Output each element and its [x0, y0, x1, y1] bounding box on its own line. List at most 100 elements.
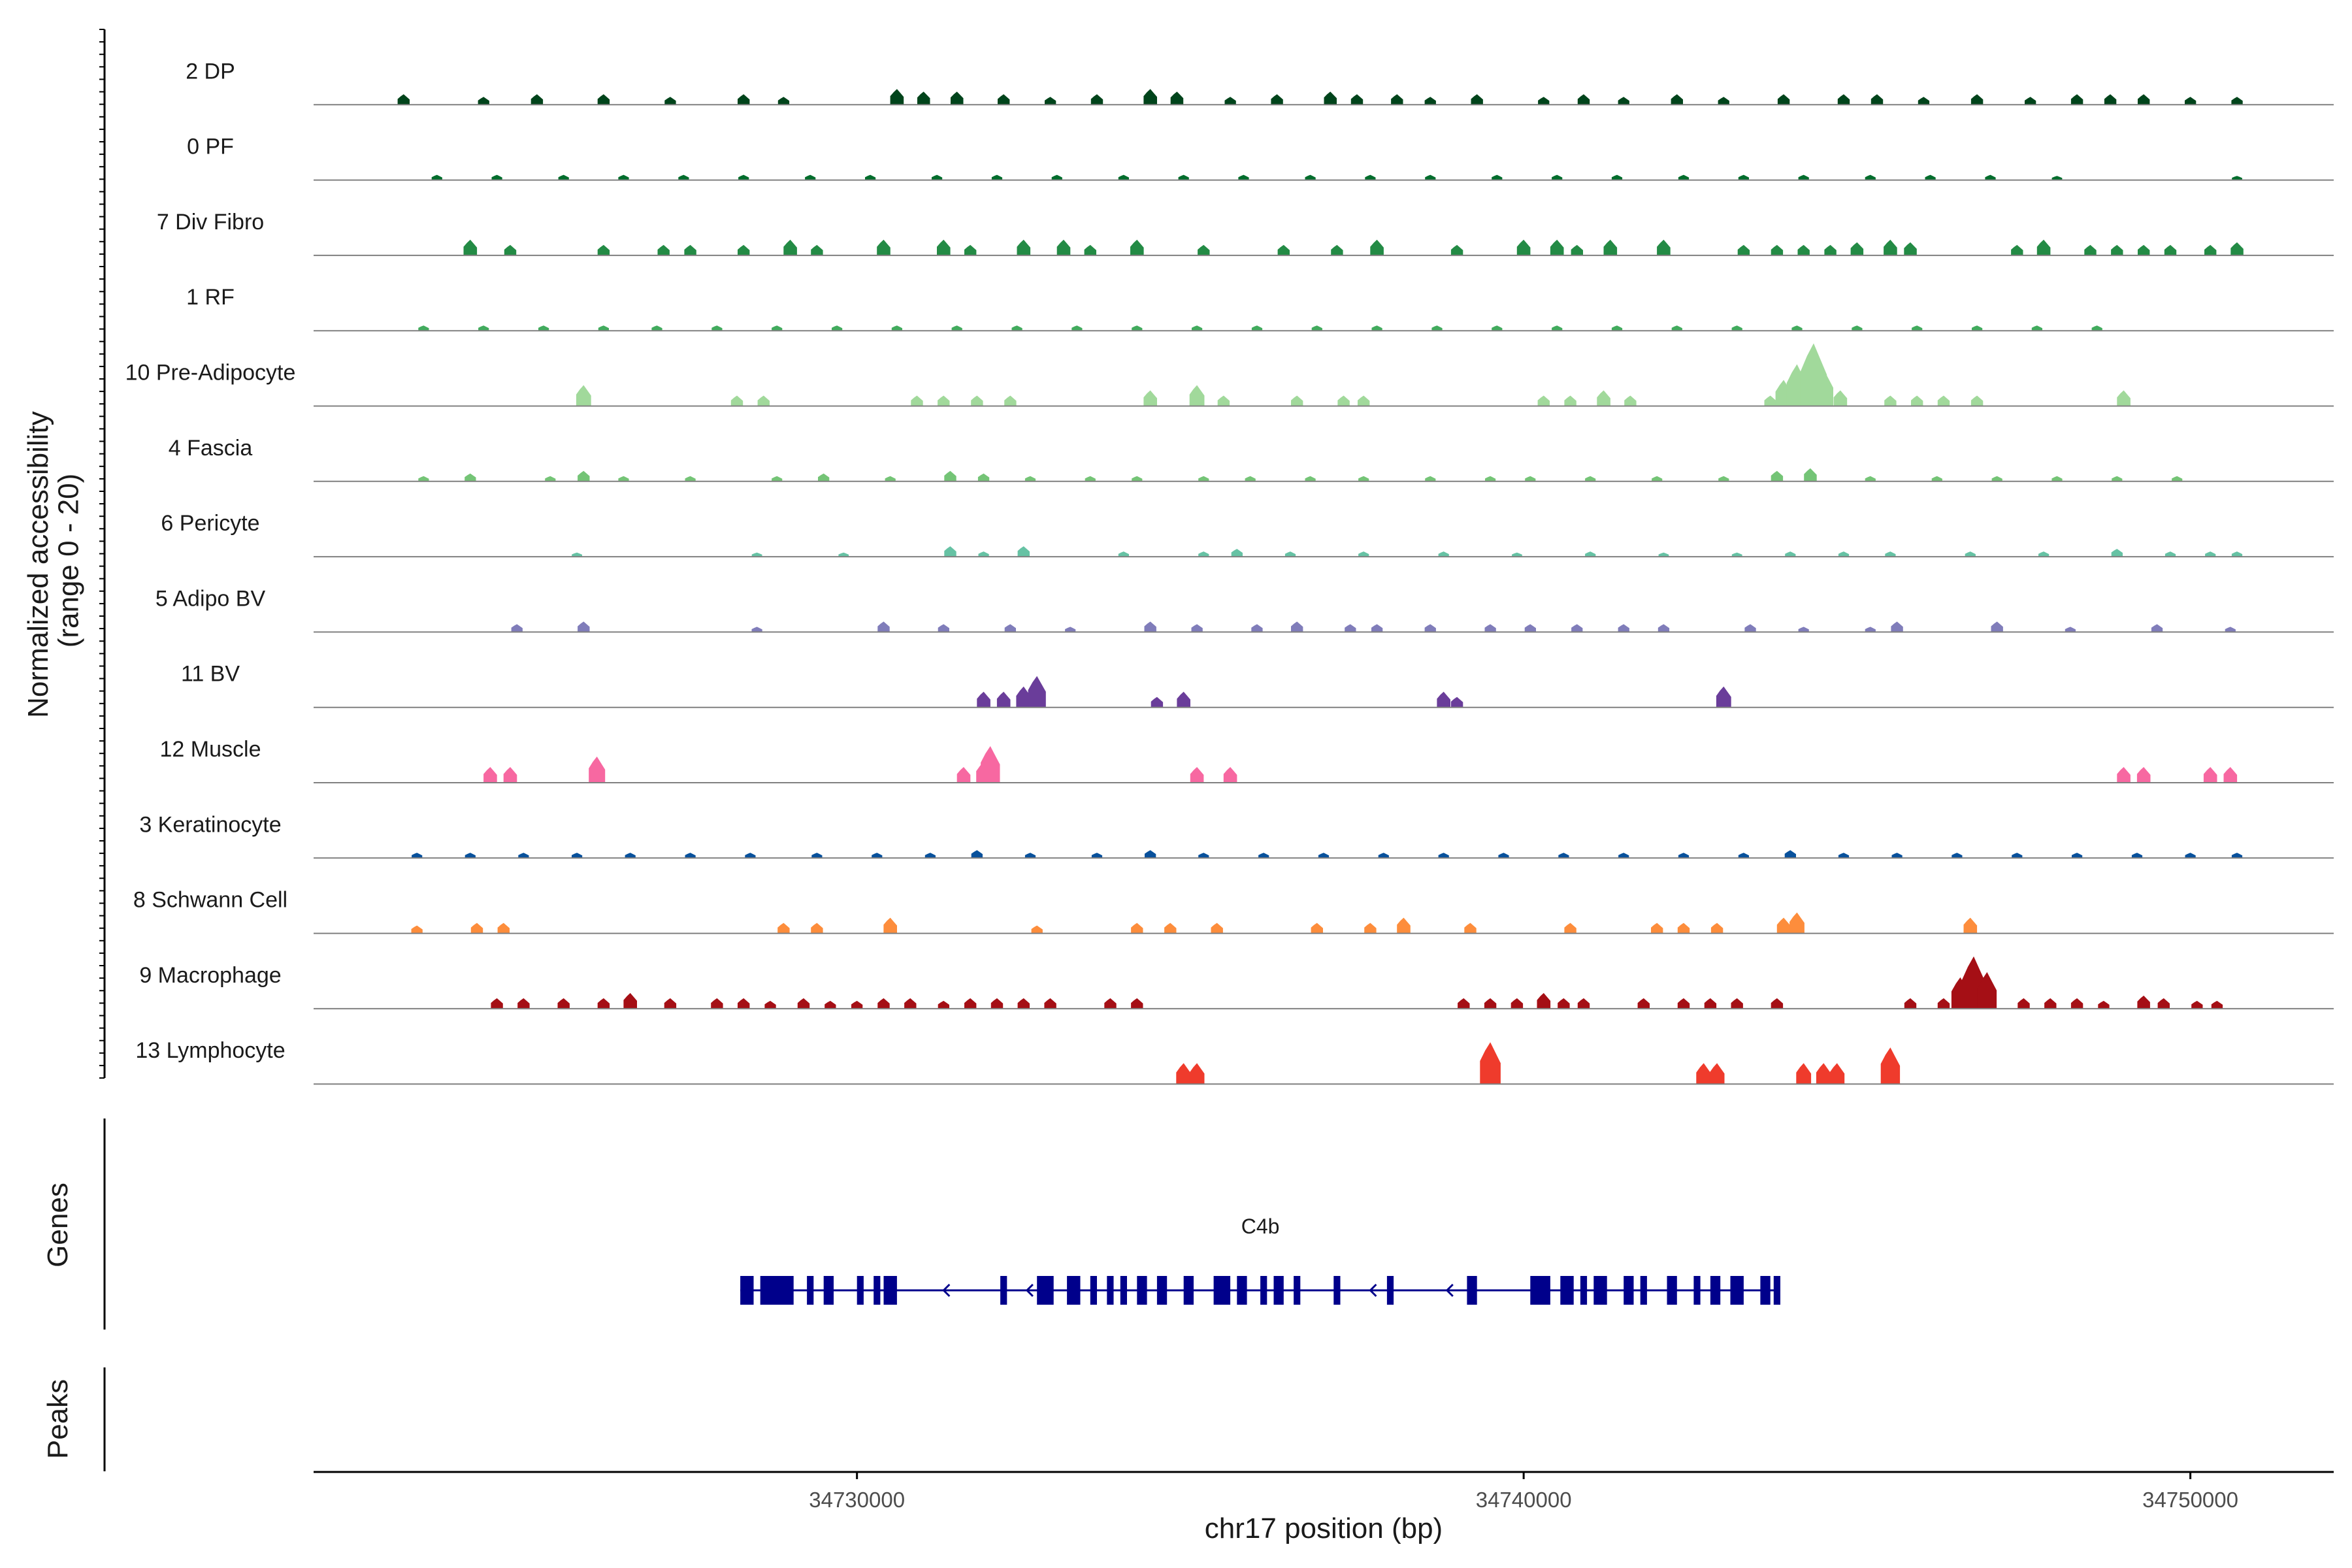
coverage-peak: [572, 853, 583, 858]
coverage-peak: [478, 325, 489, 331]
coverage-peak: [2112, 476, 2123, 482]
coverage-peak: [1904, 242, 1917, 255]
coverage-peak: [1017, 998, 1030, 1009]
track-0-pf: 0 PF: [187, 135, 2334, 181]
coverage-peak: [1118, 174, 1129, 180]
coverage-peak: [2157, 998, 2170, 1009]
coverage-peak: [1258, 853, 1269, 858]
coverage-peak: [890, 89, 904, 105]
coverage-peak: [1238, 174, 1249, 180]
track-6-pericyte: 6 Pericyte: [161, 511, 2334, 558]
coverage-peak: [1884, 395, 1897, 406]
coverage-peak: [578, 621, 590, 632]
coverage-peak: [1965, 551, 1976, 557]
gene-exon: [1237, 1276, 1247, 1305]
coverage-peak: [1492, 325, 1503, 331]
coverage-peak: [576, 385, 591, 406]
gene-exon: [1213, 1276, 1231, 1305]
coverage-peak: [2185, 97, 2197, 105]
coverage-peak: [1937, 998, 1950, 1009]
coverage-peak: [1371, 624, 1383, 632]
coverage-peak: [538, 325, 549, 331]
coverage-peak: [465, 473, 476, 482]
coverage-peak: [1251, 624, 1263, 632]
track-12-muscle: 12 Muscle: [160, 737, 2334, 783]
coverage-peak: [885, 476, 896, 482]
gene-exon: [1667, 1276, 1677, 1305]
coverage-peak: [1437, 691, 1450, 708]
coverage-peak: [2136, 767, 2151, 783]
coverage-peak: [1492, 174, 1503, 180]
coverage-peak: [751, 552, 762, 557]
coverage-peak: [1658, 552, 1669, 557]
gene-exon: [1530, 1276, 1550, 1305]
coverage-peak: [1776, 917, 1791, 934]
coverage-peak: [818, 473, 830, 482]
coverage-peak: [1524, 624, 1536, 632]
track-10-pre-adipocyte: 10 Pre-Adipocyte: [125, 343, 2334, 407]
coverage-peak: [1144, 621, 1156, 632]
coverage-peak: [418, 325, 429, 331]
coverage-peak: [2205, 551, 2216, 557]
coverage-peak: [1891, 621, 1903, 632]
coverage-peak: [1164, 923, 1177, 934]
coverage-peak: [1223, 767, 1237, 783]
y-axis-title-line-2: (range 0 - 20): [52, 474, 84, 648]
coverage-peak: [865, 174, 876, 180]
coverage-peak: [2231, 97, 2243, 105]
coverage-peak: [971, 395, 983, 406]
coverage-peak: [2111, 244, 2123, 255]
coverage-peak: [1977, 972, 1997, 1009]
coverage-peak: [664, 97, 676, 105]
coverage-peak: [572, 552, 582, 557]
coverage-peak: [2138, 244, 2150, 255]
coverage-peak: [478, 97, 489, 105]
coverage-peak: [783, 239, 797, 255]
coverage-peak: [1132, 476, 1143, 482]
coverage-peak: [730, 395, 743, 406]
coverage-peak: [465, 853, 476, 858]
coverage-peak: [772, 476, 783, 482]
coverage-peak: [1785, 551, 1796, 557]
coverage-peak: [1318, 853, 1330, 858]
coverage-peak: [2232, 176, 2242, 180]
coverage-peak: [1564, 395, 1576, 406]
coverage-peak: [1271, 94, 1283, 105]
coverage-peak: [1484, 998, 1497, 1009]
coverage-peak: [1365, 174, 1376, 180]
track-2-dp: 2 DP: [186, 59, 2334, 106]
coverage-peak: [904, 998, 917, 1009]
track-5-adipo-bv: 5 Adipo BV: [155, 586, 2334, 633]
strand-arrow: [942, 1283, 951, 1298]
coverage-peak: [1704, 998, 1717, 1009]
coverage-peak: [1652, 476, 1663, 482]
track-13-lymphocyte: 13 Lymphocyte: [135, 1038, 2334, 1085]
coverage-peak: [1911, 395, 1923, 406]
coverage-peak: [1090, 94, 1103, 105]
gene-exon: [1120, 1276, 1127, 1305]
coverage-peak: [1345, 624, 1356, 632]
coverage-peak: [1044, 998, 1056, 1009]
coverage-peak: [504, 244, 517, 255]
x-tick-label: 34740000: [1476, 1488, 1572, 1512]
track-label: 7 Div Fibro: [157, 210, 264, 235]
coverage-peak: [1085, 476, 1096, 482]
track-label: 3 Keratinocyte: [139, 812, 281, 837]
coverage-peak: [1051, 174, 1062, 180]
gene-exon: [1260, 1276, 1267, 1305]
coverage-peak: [1791, 325, 1803, 331]
coverage-peak: [1603, 239, 1618, 255]
coverage-peak: [2151, 624, 2163, 632]
coverage-peak: [1516, 239, 1531, 255]
coverage-peak: [1450, 696, 1463, 708]
coverage-peak: [772, 325, 783, 331]
y-axis-ticks: [99, 29, 105, 1079]
coverage-peak: [1017, 546, 1030, 557]
coverage-peak: [1784, 850, 1796, 858]
coverage-peak: [2231, 551, 2243, 557]
coverage-peak: [2084, 244, 2097, 255]
strand-arrow: [1445, 1283, 1454, 1298]
coverage-peak: [1816, 1063, 1831, 1085]
coverage-peak: [2164, 244, 2177, 255]
coverage-peak: [1970, 395, 1984, 406]
